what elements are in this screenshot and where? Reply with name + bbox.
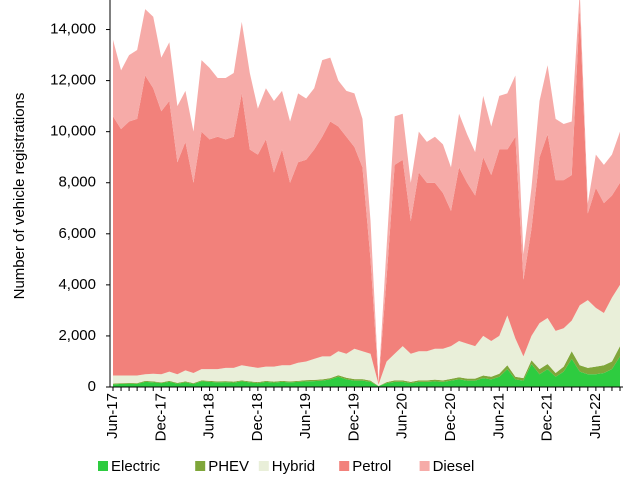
x-tick-label: Dec-19 bbox=[345, 393, 362, 441]
x-tick-label: Jun-21 bbox=[490, 393, 507, 439]
area bbox=[113, 9, 620, 385]
y-tick-label: 10,000 bbox=[50, 123, 96, 140]
legend-label: Electric bbox=[111, 458, 161, 475]
y-tick-label: 14,000 bbox=[50, 21, 96, 38]
y-tick-label: 0 bbox=[88, 378, 96, 395]
legend-swatch bbox=[258, 461, 269, 471]
y-tick-label: 2,000 bbox=[58, 327, 96, 344]
legend-swatch bbox=[339, 461, 350, 471]
y-tick-label: 4,000 bbox=[58, 276, 96, 293]
legend-swatch bbox=[98, 461, 108, 471]
x-tick-label: Dec-20 bbox=[442, 393, 459, 441]
area bbox=[113, 356, 620, 387]
area bbox=[113, 346, 620, 387]
legend-label: Petrol bbox=[352, 458, 391, 475]
x-tick-label: Jun-22 bbox=[587, 393, 604, 439]
y-axis-title: Number of vehicle registrations bbox=[11, 93, 28, 300]
legend-label: Diesel bbox=[433, 458, 475, 475]
x-tick-label: Jun-20 bbox=[394, 393, 411, 439]
x-tick-label: Dec-18 bbox=[249, 393, 266, 441]
area bbox=[113, 284, 620, 386]
y-tick-label: 6,000 bbox=[58, 225, 96, 242]
legend-swatch bbox=[195, 461, 206, 471]
x-tick-label: Jun-19 bbox=[297, 393, 314, 439]
x-tick-label: Jun-17 bbox=[104, 393, 121, 439]
legend-label: Hybrid bbox=[272, 458, 315, 475]
area bbox=[113, 0, 620, 384]
y-tick-label: 12,000 bbox=[50, 72, 96, 89]
legend-swatch bbox=[419, 461, 430, 471]
x-tick-label: Jun-18 bbox=[201, 393, 218, 439]
x-tick-label: Dec-17 bbox=[152, 393, 169, 441]
plot-area bbox=[113, 0, 620, 387]
x-tick-label: Dec-21 bbox=[539, 393, 556, 441]
y-tick-label: 8,000 bbox=[58, 174, 96, 191]
legend-label: PHEV bbox=[208, 458, 249, 475]
